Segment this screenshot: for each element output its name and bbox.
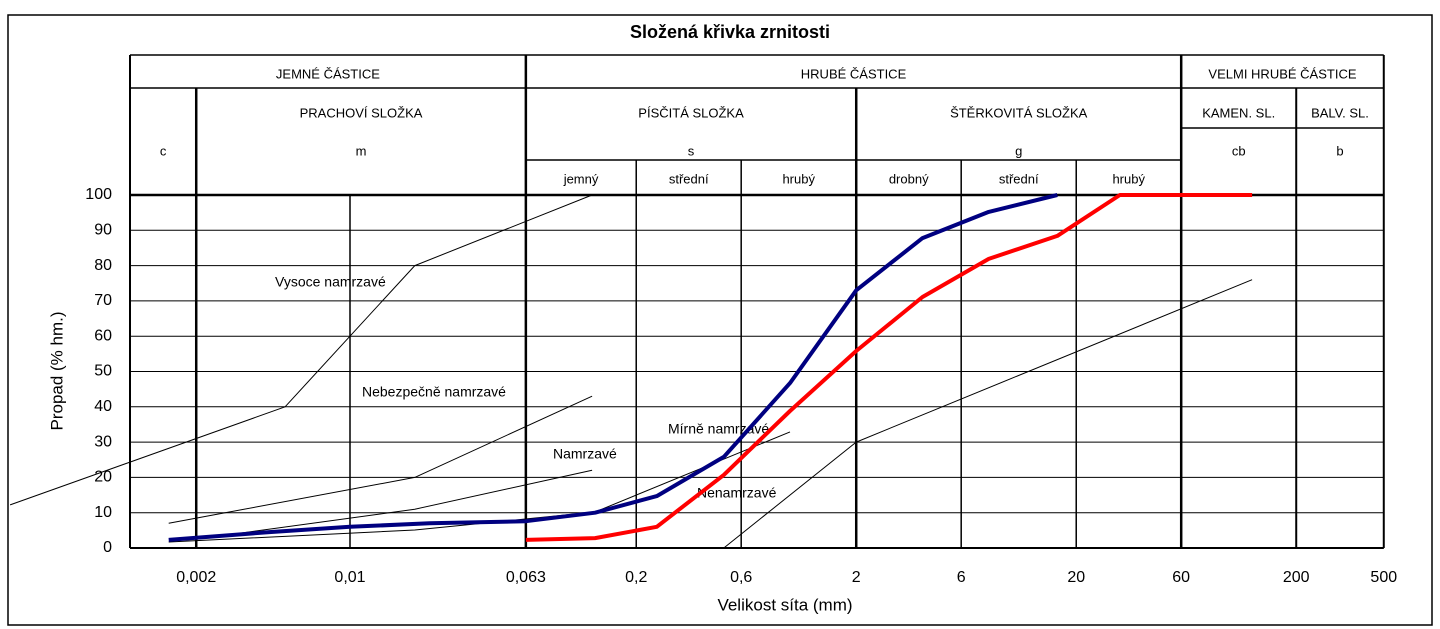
curve [168,193,1058,542]
y-tick-label: 0 [103,539,112,556]
header-cell: drobný [889,171,929,186]
y-tick-label: 20 [94,469,112,486]
x-tick-label: 0,6 [730,569,752,586]
header-cell: HRUBÉ ČÁSTICE [801,66,907,81]
y-tick-label: 90 [94,222,112,239]
x-tick-label: 2 [852,569,861,586]
header-cell: KAMEN. SL. [1202,105,1275,120]
header-cell: cb [1232,143,1246,158]
header-cell: ŠTĚRKOVITÁ SLOŽKA [950,105,1088,120]
boundary-label: Vysoce namrzavé [275,274,386,290]
header-cell: PÍSČITÁ SLOŽKA [638,105,744,120]
x-tick-label: 0,2 [625,569,647,586]
x-axis-label: Velikost síta (mm) [717,595,852,614]
header-cell: JEMNÉ ČÁSTICE [276,66,380,81]
y-tick-label: 80 [94,257,112,274]
header-cell: BALV. SL. [1311,105,1369,120]
x-tick-label: 200 [1283,569,1310,586]
header-cell: jemný [563,171,599,186]
frame [7,14,1433,626]
y-tick-label: 70 [94,292,112,309]
boundary-line [168,395,593,524]
boundary-label: Namrzavé [553,446,617,462]
header-cell: b [1336,143,1343,158]
header-cell: hrubý [1112,171,1145,186]
boundary-line [9,194,593,506]
header-cell: g [1015,143,1022,158]
x-tick-label: 20 [1067,569,1085,586]
x-tick-label: 0,063 [506,569,546,586]
y-tick-label: 10 [94,504,112,521]
header-cell: VELMI HRUBÉ ČÁSTICE [1208,66,1356,81]
boundary-label: Nenamrzavé [697,485,777,501]
header-cell: hrubý [782,171,815,186]
y-axis-label: Propad (% hm.) [47,311,66,430]
y-tick-label: 60 [94,327,112,344]
y-tick-label: 100 [85,186,112,203]
x-tick-label: 0,002 [176,569,216,586]
header-cell: střední [999,171,1039,186]
curve [525,193,1253,542]
boundary-line [196,469,593,540]
x-tick-label: 500 [1370,569,1397,586]
x-tick-label: 0,01 [334,569,365,586]
y-tick-label: 40 [94,398,112,415]
boundary-label: Nebezpečně namrzavé [362,384,506,400]
y-tick-label: 50 [94,363,112,380]
header-cell: c [160,143,167,158]
header-cell: m [356,143,367,158]
chart-title: Složená křivka zrnitosti [630,22,830,42]
x-tick-label: 60 [1172,569,1190,586]
y-tick-label: 30 [94,433,112,450]
header-cell: PRACHOVÍ SLOŽKA [300,105,423,120]
header-cell: s [688,143,695,158]
x-tick-label: 6 [957,569,966,586]
boundary-line [723,279,1253,549]
header-cell: střední [669,171,709,186]
